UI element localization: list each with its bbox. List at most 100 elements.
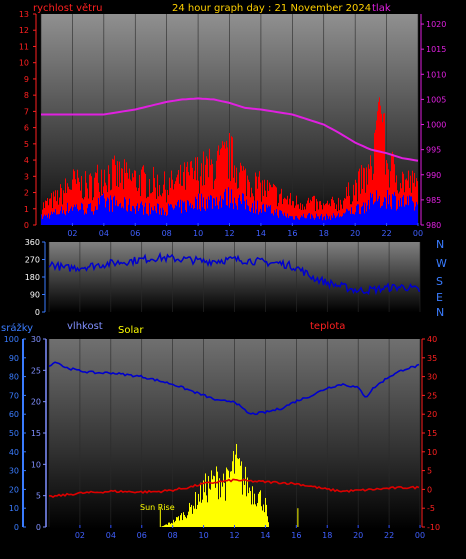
average-wind-bar	[215, 206, 216, 225]
average-wind-bar	[267, 208, 268, 225]
solar-bar	[245, 467, 246, 527]
average-wind-bar	[289, 216, 290, 225]
average-wind-bar	[48, 214, 49, 225]
average-wind-bar	[111, 200, 112, 225]
average-wind-bar	[288, 218, 289, 225]
average-wind-bar	[264, 211, 265, 225]
solar-bar	[188, 512, 189, 527]
solar-bar	[208, 476, 209, 527]
average-wind-bar	[129, 199, 130, 225]
solar-bar	[244, 485, 245, 527]
average-wind-bar	[329, 216, 330, 225]
average-wind-bar	[131, 211, 132, 225]
average-wind-bar	[256, 209, 257, 225]
average-wind-bar	[133, 206, 134, 225]
solar-bar	[236, 444, 237, 527]
solar-bar	[167, 525, 168, 527]
average-wind-bar	[88, 204, 89, 225]
average-wind-bar	[151, 207, 152, 225]
solar-bar	[182, 520, 183, 527]
average-wind-bar	[89, 204, 90, 225]
average-wind-bar	[138, 211, 139, 225]
average-wind-bar	[121, 208, 122, 225]
average-wind-bar	[156, 213, 157, 225]
solar-bar	[178, 516, 179, 527]
average-wind-bar	[395, 196, 396, 225]
average-wind-bar	[340, 216, 341, 225]
average-wind-bar	[246, 200, 247, 225]
average-wind-bar	[270, 205, 271, 225]
average-wind-bar	[378, 199, 379, 225]
average-wind-bar	[190, 203, 191, 225]
compass-label-e: E	[436, 291, 443, 304]
average-wind-bar	[79, 210, 80, 225]
average-wind-bar	[312, 216, 313, 225]
average-wind-bar	[104, 198, 105, 225]
solar-bar	[250, 491, 251, 527]
average-wind-bar	[228, 187, 229, 225]
temperature-tick-label: 30	[427, 373, 437, 382]
solar-label: Solar	[118, 325, 144, 336]
average-wind-bar	[207, 209, 208, 225]
rain-tick-label: 80	[9, 373, 19, 382]
average-wind-bar	[230, 203, 231, 225]
average-wind-bar	[102, 195, 103, 225]
solar-bar	[209, 489, 210, 527]
average-wind-bar	[96, 210, 97, 225]
sunrise-annotation: Sun Rise	[140, 503, 175, 512]
average-wind-bar	[47, 218, 48, 225]
average-wind-bar	[300, 217, 301, 225]
solar-bar	[186, 518, 187, 527]
average-wind-bar	[177, 202, 178, 225]
solar-bar	[166, 524, 167, 527]
pressure-tick-label: 1010	[426, 70, 446, 79]
solar-bar	[267, 516, 268, 527]
average-wind-bar	[117, 206, 118, 225]
average-wind-bar	[160, 208, 161, 225]
average-wind-bar	[163, 210, 164, 225]
climate-time-tick-label: 02	[75, 531, 85, 540]
direction-tick-label: 270	[25, 256, 40, 265]
average-wind-bar	[303, 214, 304, 225]
average-wind-bar	[178, 200, 179, 225]
humidity-label: vlhkost	[67, 321, 103, 332]
average-wind-bar	[275, 213, 276, 225]
solar-bar	[210, 490, 211, 527]
average-wind-bar	[348, 211, 349, 225]
average-wind-bar	[407, 196, 408, 225]
average-wind-bar	[130, 211, 131, 225]
average-wind-bar	[42, 219, 43, 225]
average-wind-bar	[170, 204, 171, 225]
solar-bar	[222, 487, 223, 527]
wind-speed-label: rychlost větru	[33, 2, 103, 14]
average-wind-bar	[158, 204, 159, 225]
average-wind-bar	[188, 201, 189, 225]
average-wind-bar	[311, 214, 312, 225]
average-wind-bar	[406, 205, 407, 225]
pressure-tick-label: 1015	[426, 45, 446, 54]
solar-bar	[165, 525, 166, 527]
average-wind-bar	[103, 193, 104, 225]
average-wind-bar	[46, 215, 47, 225]
average-wind-bar	[187, 200, 188, 225]
average-wind-bar	[233, 209, 234, 225]
average-wind-bar	[327, 216, 328, 225]
average-wind-bar	[317, 216, 318, 225]
average-wind-bar	[273, 215, 274, 225]
average-wind-bar	[84, 215, 85, 225]
average-wind-bar	[386, 209, 387, 225]
average-wind-bar	[113, 197, 114, 225]
average-wind-bar	[369, 209, 370, 225]
solar-bar	[203, 480, 204, 527]
solar-bar	[171, 523, 172, 527]
humidity-tick-label: 20	[31, 398, 41, 407]
climate-time-tick-label: 06	[137, 531, 147, 540]
wind-speed-tick-label: 9	[24, 75, 29, 84]
average-wind-bar	[68, 213, 69, 225]
solar-bar	[195, 492, 196, 527]
average-wind-bar	[204, 209, 205, 225]
average-wind-bar	[255, 213, 256, 225]
solar-bar	[257, 503, 258, 527]
climate-time-tick-label: 18	[322, 531, 332, 540]
climate-time-tick-label: 16	[291, 531, 301, 540]
